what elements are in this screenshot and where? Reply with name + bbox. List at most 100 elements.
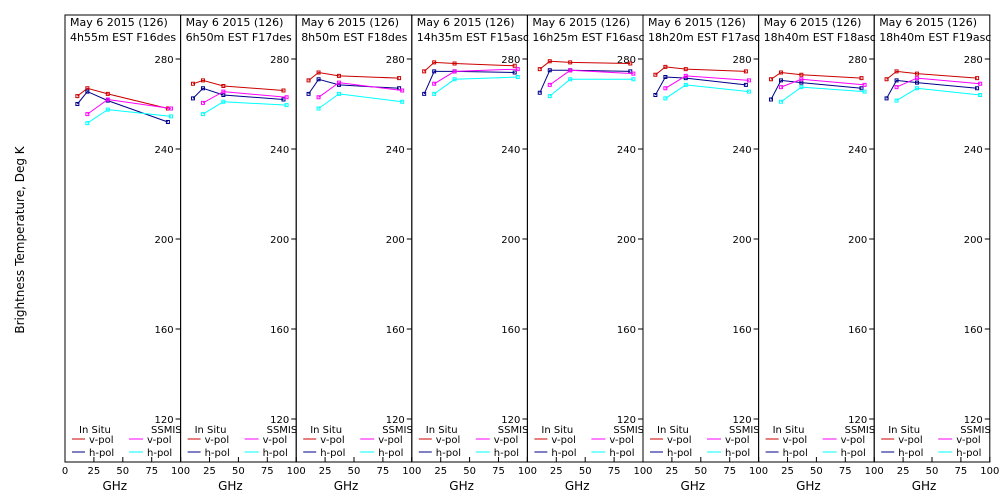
panel-subtitle: 8h50m EST F18des <box>301 31 407 44</box>
panel-subtitle: 18h20m EST F17asc <box>648 31 760 44</box>
legend-label: v-pol <box>841 435 866 446</box>
y-tick-label: 120 <box>848 415 867 426</box>
data-point <box>400 99 405 104</box>
x-tick-label: 50 <box>116 466 129 477</box>
x-axis-label: GHz <box>565 479 590 493</box>
legend-label: h-pol <box>956 448 981 459</box>
legend-label: h-pol <box>494 448 519 459</box>
legend-label: v-pol <box>956 435 981 446</box>
y-tick-label: 240 <box>270 145 289 156</box>
legend-ssmis-header: SSMIS <box>960 425 991 436</box>
y-tick-label: 120 <box>155 415 174 426</box>
panel-subtitle: 16h25m EST F16asc <box>532 31 644 44</box>
data-point <box>336 80 341 85</box>
data-point <box>221 99 226 104</box>
data-point <box>631 77 636 82</box>
data-point <box>281 88 286 93</box>
data-point <box>894 78 899 83</box>
y-tick-label: 120 <box>501 415 520 426</box>
panel-title: May 6 2015 (126) <box>70 16 168 29</box>
data-point <box>105 91 110 96</box>
data-point <box>743 82 748 87</box>
legend-insitu-header: In Situ <box>195 425 227 436</box>
series-line <box>318 82 403 98</box>
y-tick-label: 160 <box>386 325 405 336</box>
y-tick-label: 200 <box>733 235 752 246</box>
legend-label: v-pol <box>667 435 692 446</box>
x-tick-label: 50 <box>810 466 823 477</box>
data-point <box>978 93 983 97</box>
y-axis-label: Brightness Temperature, Deg K <box>13 145 27 333</box>
data-point <box>568 68 573 73</box>
legend-insitu-header: In Situ <box>657 425 689 436</box>
y-tick-label: 160 <box>270 325 289 336</box>
series-line <box>192 79 284 91</box>
x-tick-label: 75 <box>492 466 505 477</box>
data-point <box>190 96 195 101</box>
x-tick-label: 50 <box>579 466 592 477</box>
y-tick-label: 120 <box>270 415 289 426</box>
panel-title: May 6 2015 (126) <box>764 16 862 29</box>
series-line <box>433 76 518 95</box>
data-point <box>663 96 668 101</box>
data-point <box>547 82 552 87</box>
legend-label: h-pol <box>667 448 692 459</box>
data-point <box>799 85 804 90</box>
data-point <box>914 80 919 85</box>
data-point <box>515 67 520 72</box>
legend-label: h-pol <box>609 448 634 459</box>
y-tick-label: 240 <box>617 145 636 156</box>
panel-title: May 6 2015 (126) <box>301 16 399 29</box>
data-point <box>165 120 170 124</box>
legend-label: h-pol <box>378 448 403 459</box>
y-tick-label: 240 <box>501 145 520 156</box>
data-point <box>400 88 405 93</box>
data-point <box>653 93 658 97</box>
data-point <box>316 70 321 75</box>
panel-title: May 6 2015 (126) <box>879 16 977 29</box>
x-tick-label: 100 <box>287 466 306 477</box>
panel-title: May 6 2015 (126) <box>648 16 746 29</box>
x-tick-label: 100 <box>633 466 652 477</box>
x-tick-label: 50 <box>348 466 361 477</box>
data-point <box>432 60 437 65</box>
legend-label: h-pol <box>898 448 923 459</box>
legend-label: h-pol <box>551 448 576 459</box>
data-point <box>975 76 980 81</box>
x-tick-label: 75 <box>723 466 736 477</box>
y-tick-label: 120 <box>733 415 752 426</box>
data-point <box>914 71 919 76</box>
series-line <box>780 86 865 103</box>
panel-title: May 6 2015 (126) <box>417 16 515 29</box>
series-line <box>308 78 400 95</box>
y-tick-label: 280 <box>270 55 289 66</box>
data-point <box>862 82 867 87</box>
x-axis-label: GHz <box>912 479 937 493</box>
data-point <box>452 69 457 74</box>
data-point <box>859 76 864 81</box>
data-point <box>512 63 517 68</box>
legend-label: v-pol <box>436 435 461 446</box>
legend-label: v-pol <box>89 435 114 446</box>
legend-ssmis-header: SSMIS <box>151 425 182 436</box>
legend-label: v-pol <box>551 435 576 446</box>
legend-ssmis-header: SSMIS <box>267 425 298 436</box>
panel-title: May 6 2015 (126) <box>532 16 630 29</box>
series-line <box>654 76 746 96</box>
data-point <box>768 77 773 82</box>
legend-ssmis-header: SSMIS <box>845 425 876 436</box>
legend-label: h-pol <box>147 448 172 459</box>
series-line <box>77 90 169 123</box>
data-point <box>799 72 804 77</box>
panel-5: May 6 2015 (126) 16h25m EST F16asc 120 160 2… <box>526 14 653 493</box>
data-point <box>683 76 688 81</box>
data-point <box>85 89 90 94</box>
y-tick-label: 160 <box>501 325 520 336</box>
x-tick-label: 100 <box>402 466 421 477</box>
data-point <box>85 121 90 126</box>
x-tick-label: 75 <box>145 466 158 477</box>
data-point <box>663 64 668 69</box>
panel-3: May 6 2015 (126) 8h50m EST F18des 120 160 20… <box>295 14 421 493</box>
